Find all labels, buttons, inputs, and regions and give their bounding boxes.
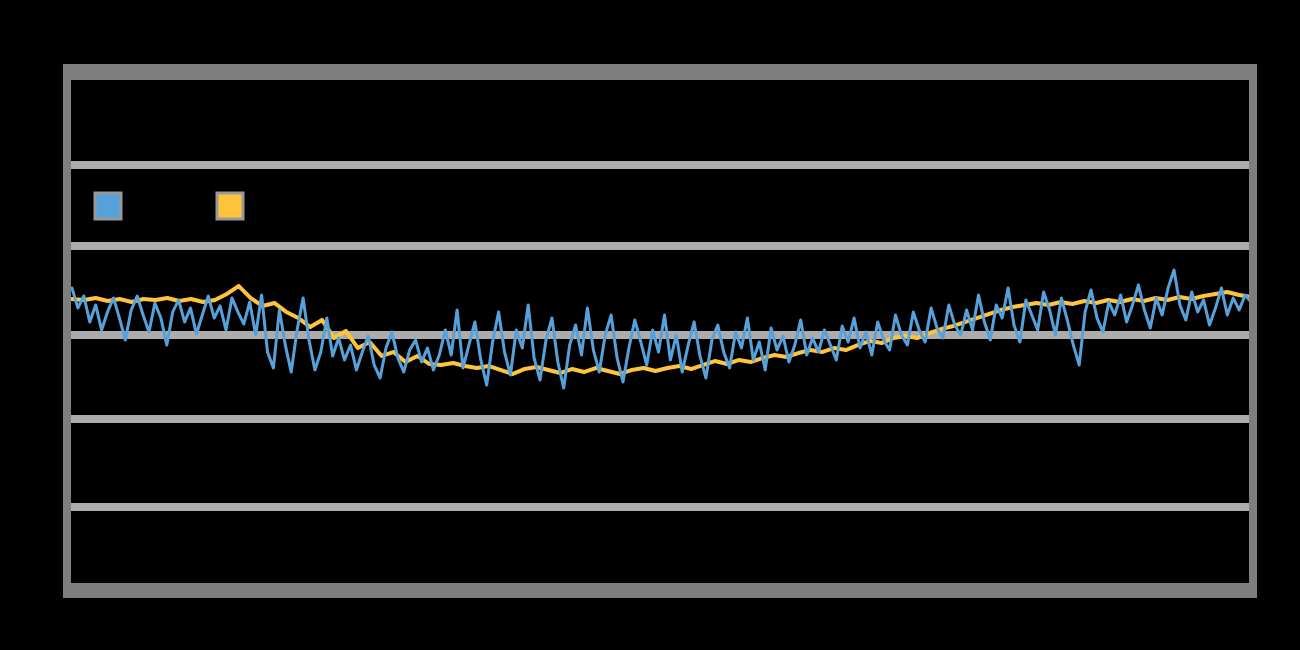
plot-border-2 [63, 64, 71, 598]
gridline-1 [71, 242, 1249, 250]
plot-border-0 [63, 64, 1257, 80]
series-blue-line [70, 268, 1253, 390]
series-yellow-line [70, 284, 1253, 376]
legend-swatch-series-yellow [215, 191, 245, 221]
gridline-3 [71, 415, 1249, 423]
gridline-0 [71, 161, 1249, 169]
gridline-4 [71, 503, 1249, 511]
legend-swatch-series-blue [93, 191, 123, 221]
plot-border-1 [63, 583, 1257, 598]
plot-border-3 [1249, 64, 1257, 598]
